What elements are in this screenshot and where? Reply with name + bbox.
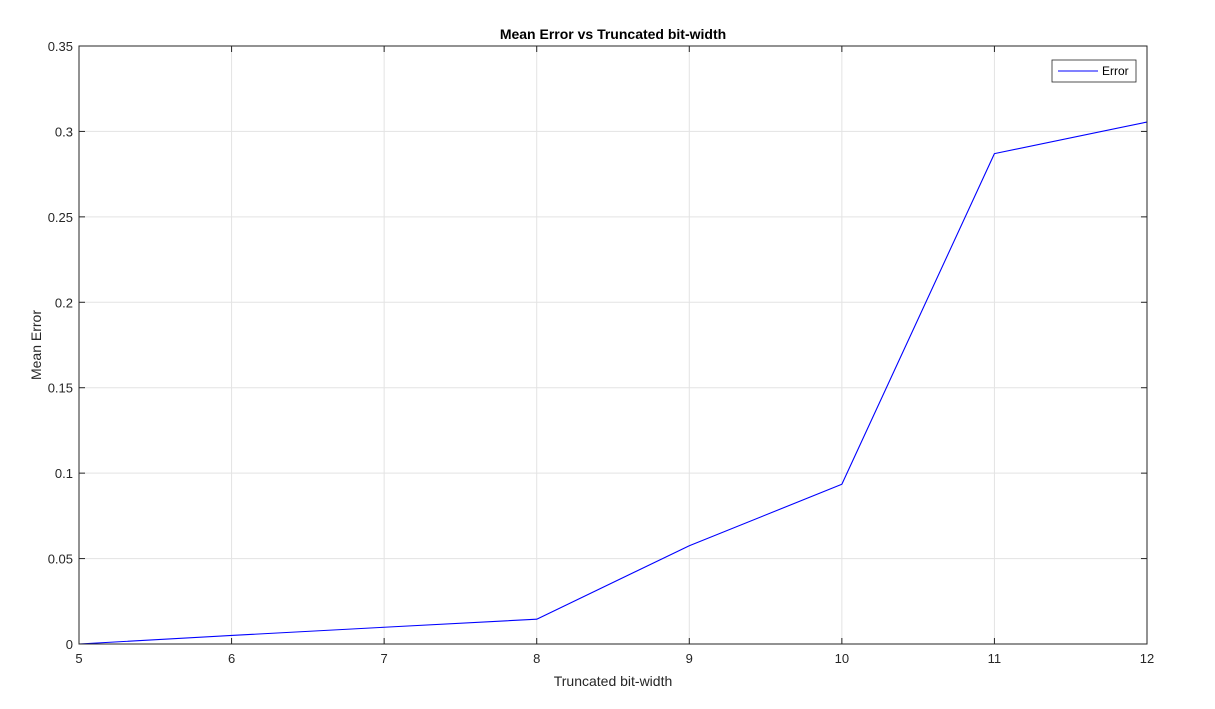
y-tick-label: 0.1 <box>55 466 73 481</box>
y-tick-label: 0.25 <box>48 210 73 225</box>
x-tick-label: 8 <box>533 651 540 666</box>
chart-title: Mean Error vs Truncated bit-width <box>500 26 726 42</box>
y-tick-label: 0 <box>66 637 73 652</box>
series-line-error <box>78 121 1148 645</box>
series-group <box>78 121 1148 645</box>
y-tick-label: 0.3 <box>55 124 73 139</box>
x-tick-label: 10 <box>835 651 849 666</box>
grid-lines <box>78 45 1148 645</box>
x-tick-label: 12 <box>1140 651 1154 666</box>
legend-label-error: Error <box>1102 64 1129 78</box>
y-tick-label: 0.05 <box>48 552 73 567</box>
x-tick-label: 9 <box>686 651 693 666</box>
y-tick-label: 0.35 <box>48 39 73 54</box>
legend: Error <box>1051 59 1137 83</box>
plot-area <box>79 46 1147 644</box>
y-tick-label: 0.15 <box>48 381 73 396</box>
y-tick-label: 0.2 <box>55 295 73 310</box>
x-axis-label: Truncated bit-width <box>554 673 673 689</box>
y-axis-label: Mean Error <box>28 310 44 380</box>
plot-border <box>78 45 1148 645</box>
ticks: 5 6 7 8 9 10 11 12 0 0.05 0.1 0.15 0.2 0.25 0.3 0.35 <box>48 39 1155 666</box>
x-tick-label: 6 <box>228 651 235 666</box>
x-tick-label: 11 <box>988 651 1002 666</box>
x-tick-label: 5 <box>75 651 82 666</box>
x-tick-label: 7 <box>381 651 388 666</box>
